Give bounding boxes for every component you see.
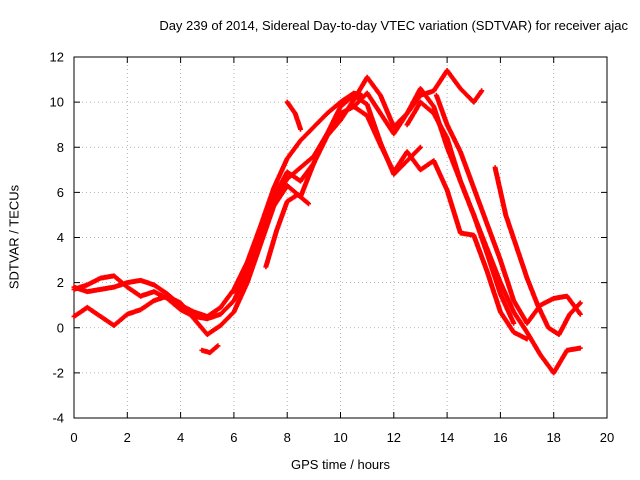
series-marker-path	[433, 92, 583, 326]
y-tick-label: 2	[57, 275, 64, 290]
x-tick-label: 14	[440, 430, 454, 445]
series-7	[263, 192, 311, 270]
x-tick-label: 10	[333, 430, 347, 445]
series-1	[71, 90, 365, 319]
y-tick-label: 4	[57, 230, 64, 245]
series-8	[199, 343, 221, 356]
series-11	[492, 165, 583, 337]
x-tick-label: 2	[124, 430, 131, 445]
series-marker-path	[71, 90, 365, 319]
series-marker-path	[231, 104, 530, 342]
y-tick-label: 10	[50, 95, 64, 110]
y-tick-label: 12	[50, 50, 64, 65]
x-tick-label: 0	[70, 430, 77, 445]
chart-title: Day 239 of 2014, Sidereal Day-to-day VTE…	[159, 18, 628, 33]
data-series	[71, 68, 583, 376]
series-marker-path	[492, 165, 583, 337]
x-tick-label: 8	[284, 430, 291, 445]
series-6	[231, 104, 530, 342]
y-tick-label: -4	[52, 411, 64, 426]
series-10	[433, 92, 583, 326]
x-tick-label: 20	[600, 430, 614, 445]
series-marker-path	[263, 192, 311, 270]
series-marker-path	[404, 99, 583, 376]
y-axis-label: SDTVAR / TECUs	[6, 184, 22, 290]
x-tick-label: 6	[230, 430, 237, 445]
y-tick-label: 8	[57, 140, 64, 155]
x-axis-label: GPS time / hours	[291, 457, 390, 472]
axis-ticks: 0 2 4 6 8 10 12 14 16 18 20 -4 -2 0 2 4 6 8 10 12	[50, 50, 615, 446]
series-3	[284, 99, 303, 132]
x-tick-label: 4	[177, 430, 184, 445]
x-tick-label: 16	[493, 430, 507, 445]
y-tick-label: -2	[52, 365, 64, 380]
grid-lines	[74, 57, 607, 418]
x-tick-label: 18	[546, 430, 560, 445]
series-9	[404, 99, 583, 376]
series-marker-path	[199, 343, 221, 356]
y-tick-label: 0	[57, 320, 64, 335]
y-tick-label: 6	[57, 185, 64, 200]
x-tick-label: 12	[387, 430, 401, 445]
series-marker-path	[284, 99, 303, 132]
